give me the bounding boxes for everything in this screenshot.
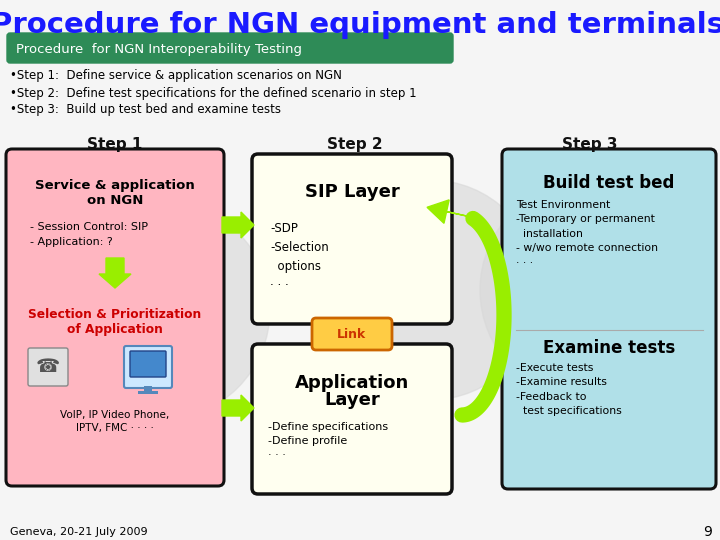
Bar bbox=[144, 386, 152, 392]
Text: Link: Link bbox=[338, 328, 366, 341]
FancyBboxPatch shape bbox=[28, 348, 68, 386]
FancyBboxPatch shape bbox=[252, 344, 452, 494]
Text: Examine tests: Examine tests bbox=[543, 339, 675, 357]
Text: - Session Control: SIP
- Application: ?: - Session Control: SIP - Application: ? bbox=[30, 222, 148, 247]
Text: SIP Layer: SIP Layer bbox=[305, 183, 400, 201]
FancyArrow shape bbox=[427, 200, 469, 224]
Text: 9: 9 bbox=[703, 525, 712, 539]
FancyBboxPatch shape bbox=[6, 149, 224, 486]
FancyArrow shape bbox=[222, 395, 254, 421]
Text: ☎: ☎ bbox=[36, 357, 60, 376]
Text: IPTV, FMC · · · ·: IPTV, FMC · · · · bbox=[76, 423, 154, 433]
Text: Service & application: Service & application bbox=[35, 179, 195, 192]
Circle shape bbox=[50, 200, 270, 420]
Text: -SDP
-Selection
  options
· · ·: -SDP -Selection options · · · bbox=[270, 222, 329, 292]
FancyBboxPatch shape bbox=[502, 149, 716, 489]
Text: Geneva, 20-21 July 2009: Geneva, 20-21 July 2009 bbox=[10, 527, 148, 537]
Text: Application: Application bbox=[295, 374, 409, 392]
FancyBboxPatch shape bbox=[130, 351, 166, 377]
FancyArrow shape bbox=[99, 258, 131, 288]
Text: Step 1: Step 1 bbox=[87, 138, 143, 152]
FancyBboxPatch shape bbox=[124, 346, 172, 388]
Text: -Define specifications
-Define profile
· · ·: -Define specifications -Define profile ·… bbox=[268, 422, 388, 460]
Bar bbox=[138, 391, 158, 394]
Text: •Step 3:  Build up test bed and examine tests: •Step 3: Build up test bed and examine t… bbox=[10, 104, 281, 117]
Text: -Execute tests
-Examine results
-Feedback to
  test specifications: -Execute tests -Examine results -Feedbac… bbox=[516, 363, 622, 416]
Text: Procedure for NGN equipment and terminals: Procedure for NGN equipment and terminal… bbox=[0, 11, 720, 39]
Text: of Application: of Application bbox=[67, 323, 163, 336]
Text: Selection & Prioritization: Selection & Prioritization bbox=[28, 308, 202, 321]
Text: Step 3: Step 3 bbox=[562, 138, 618, 152]
Text: •Step 1:  Define service & application scenarios on NGN: •Step 1: Define service & application sc… bbox=[10, 70, 342, 83]
Text: •Step 2:  Define test specifications for the defined scenario in step 1: •Step 2: Define test specifications for … bbox=[10, 86, 417, 99]
Text: Step 2: Step 2 bbox=[327, 138, 383, 152]
FancyBboxPatch shape bbox=[7, 33, 453, 63]
Text: Build test bed: Build test bed bbox=[544, 174, 675, 192]
Circle shape bbox=[320, 180, 540, 400]
Text: VoIP, IP Video Phone,: VoIP, IP Video Phone, bbox=[60, 410, 170, 420]
FancyBboxPatch shape bbox=[252, 154, 452, 324]
Text: Test Environment
-Temporary or permanent
  installation
- w/wo remote connection: Test Environment -Temporary or permanent… bbox=[516, 200, 658, 268]
Text: Procedure  for NGN Interoperability Testing: Procedure for NGN Interoperability Testi… bbox=[16, 43, 302, 56]
FancyArrow shape bbox=[222, 212, 254, 238]
Text: Layer: Layer bbox=[324, 391, 380, 409]
FancyBboxPatch shape bbox=[312, 318, 392, 350]
Text: on NGN: on NGN bbox=[87, 193, 143, 206]
Circle shape bbox=[480, 180, 700, 400]
